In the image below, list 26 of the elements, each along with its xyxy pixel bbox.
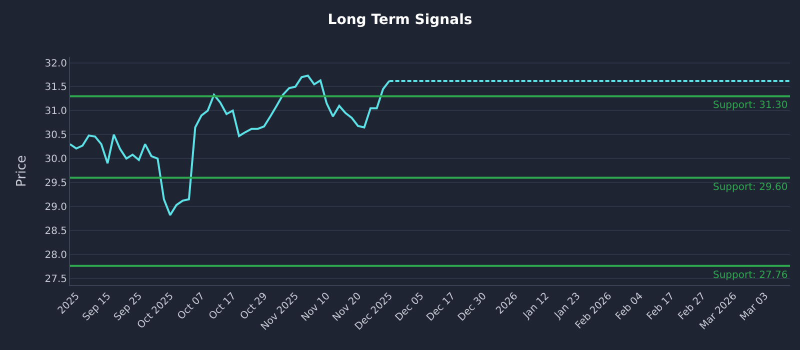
x-tick-label: Jan 12 [520, 290, 552, 322]
y-tick-label: 31.5 [44, 82, 67, 94]
x-tick-label: Feb 04 [614, 290, 646, 322]
y-axis-title: Price [14, 155, 30, 187]
ref-line-label: Support: 31.30 [713, 100, 788, 111]
y-tick-label: 27.5 [44, 274, 67, 285]
y-tick-label: 29.0 [44, 202, 67, 213]
x-tick-label: Oct 17 [207, 290, 238, 322]
x-tick-label: Dec 17 [424, 290, 458, 324]
y-tick-label: 29.5 [44, 178, 67, 189]
y-tick-label: 32.0 [44, 58, 67, 70]
y-tick-label: 30.5 [44, 130, 67, 142]
x-tick-label: Sep 15 [80, 290, 114, 324]
ref-line-label: Support: 27.76 [713, 270, 788, 281]
x-tick-label: Dec 05 [394, 290, 426, 324]
y-tick-label: 28.0 [44, 250, 67, 261]
y-tick-label: 30.0 [44, 154, 67, 166]
x-tick-label: Nov 10 [300, 290, 332, 324]
x-tick-label: Oct 07 [176, 290, 208, 322]
x-tick-label: Feb 17 [645, 290, 677, 322]
chart-title: Long Term Signals [328, 12, 472, 28]
y-tick-label: 28.5 [44, 226, 67, 237]
ref-line-label: Support: 29.60 [713, 182, 788, 193]
y-tick-label: 31.0 [44, 106, 67, 118]
x-tick-label: Mar 03 [738, 290, 771, 324]
x-tick-label: Dec 30 [456, 290, 489, 324]
